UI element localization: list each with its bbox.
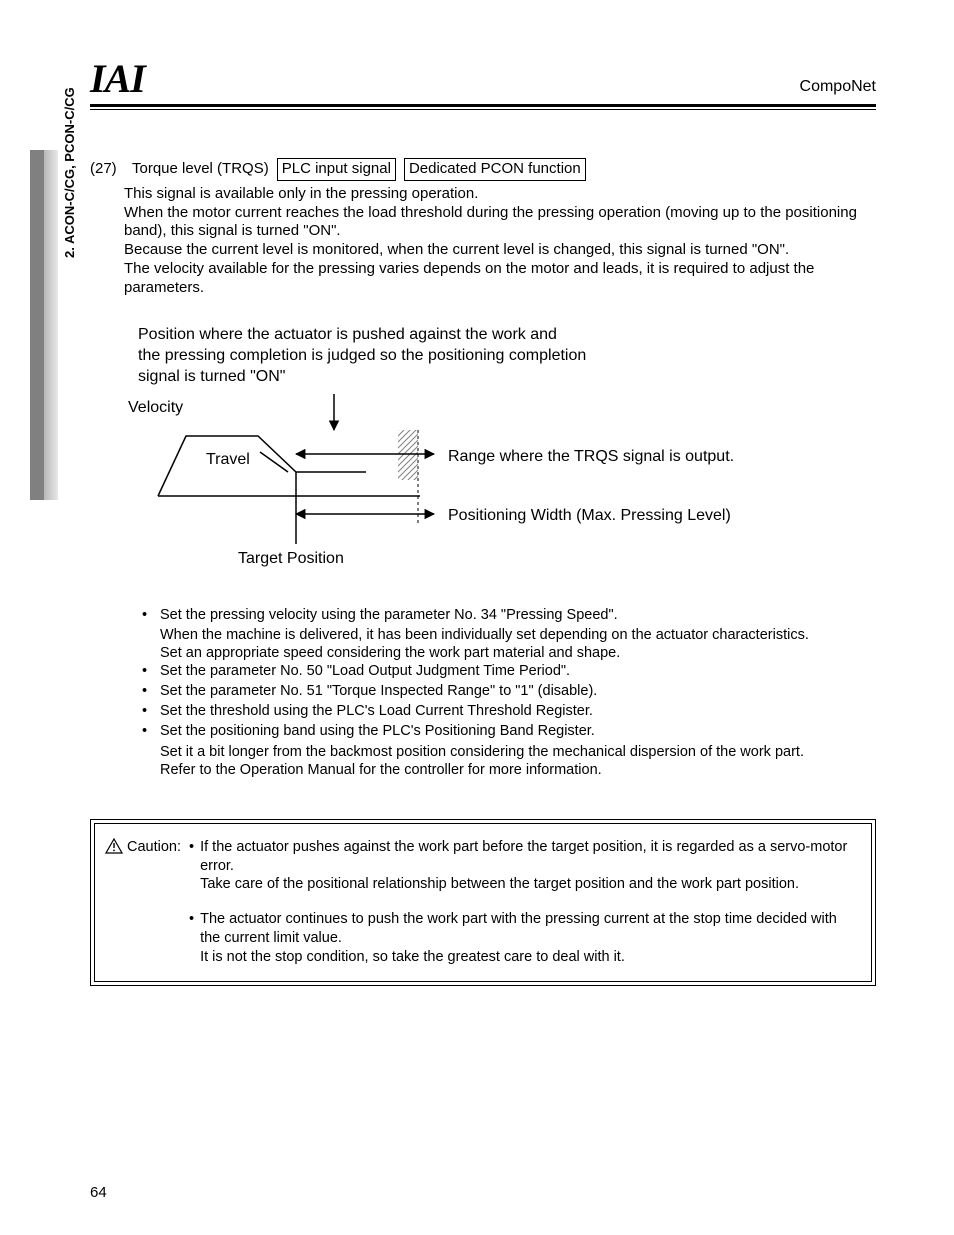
caution-item-continuation: Take care of the positional relationship… — [200, 875, 857, 894]
bullet-item: • Set the threshold using the PLC's Load … — [142, 702, 876, 720]
bullet-text: Set the parameter No. 50 "Load Output Ju… — [160, 662, 570, 680]
bullet-dot: • — [142, 722, 152, 740]
caution-text: Caution: — [127, 838, 181, 857]
bullet-dot: • — [189, 910, 194, 967]
header-rule-thick — [90, 104, 876, 107]
caution-item: •The actuator continues to push the work… — [189, 910, 857, 967]
header-product: CompoNet — [800, 78, 876, 102]
caution-label: Caution: — [105, 838, 181, 967]
bullet-dot: • — [189, 838, 194, 895]
caution-box: Caution: •If the actuator pushes against… — [90, 819, 876, 986]
bullet-dot: • — [142, 682, 152, 700]
page-number: 64 — [90, 1184, 107, 1201]
caution-inner: Caution: •If the actuator pushes against… — [94, 823, 872, 982]
bullet-continuation: Set it a bit longer from the backmost po… — [160, 743, 876, 761]
bullet-item: • Set the pressing velocity using the par… — [142, 606, 876, 624]
bullet-continuation: Set an appropriate speed considering the… — [160, 644, 876, 662]
diagram-caption: Position where the actuator is pushed ag… — [138, 325, 876, 387]
bullet-text: Set the positioning band using the PLC's… — [160, 722, 595, 740]
section-number: (27) — [90, 160, 124, 179]
logo: IAI — [90, 55, 145, 102]
bullet-item: • Set the parameter No. 50 "Load Output J… — [142, 662, 876, 680]
caution-items: •If the actuator pushes against the work… — [189, 838, 857, 967]
bullet-continuation: When the machine is delivered, it has be… — [160, 626, 876, 644]
section-paragraph: This signal is available only in the pre… — [124, 185, 876, 298]
velocity-diagram: Velocity Travel Range where the TRQS sig… — [128, 394, 876, 594]
caution-item-text: The actuator continues to push the work … — [200, 910, 857, 948]
warning-icon — [105, 838, 123, 854]
bullet-dot: • — [142, 606, 152, 624]
bullet-text: Set the parameter No. 51 "Torque Inspect… — [160, 682, 597, 700]
bullet-item: • Set the parameter No. 51 "Torque Inspec… — [142, 682, 876, 700]
caution-item-text: If the actuator pushes against the work … — [200, 838, 857, 876]
header-rule-thin — [90, 109, 876, 110]
bullet-list: • Set the pressing velocity using the par… — [142, 606, 876, 779]
tag-dedicated-pcon: Dedicated PCON function — [404, 158, 586, 181]
caution-item-body: If the actuator pushes against the work … — [200, 838, 857, 895]
bullet-item: • Set the positioning band using the PLC'… — [142, 722, 876, 740]
section-heading: (27) Torque level (TRQS) PLC input signa… — [90, 158, 876, 181]
caution-item-body: The actuator continues to push the work … — [200, 910, 857, 967]
bullet-text: Set the threshold using the PLC's Load C… — [160, 702, 593, 720]
caution-item-continuation: It is not the stop condition, so take th… — [200, 948, 857, 967]
diagram-svg — [128, 394, 828, 594]
bullet-dot: • — [142, 662, 152, 680]
page: IAI CompoNet (27) Torque level (TRQS) PL… — [0, 0, 954, 1235]
section-title: Torque level (TRQS) — [132, 160, 269, 179]
bullet-text: Set the pressing velocity using the para… — [160, 606, 618, 624]
caution-item: •If the actuator pushes against the work… — [189, 838, 857, 895]
page-header: IAI CompoNet — [90, 60, 876, 102]
body: (27) Torque level (TRQS) PLC input signa… — [90, 158, 876, 986]
tag-plc-input: PLC input signal — [277, 158, 396, 181]
bullet-continuation: Refer to the Operation Manual for the co… — [160, 761, 876, 779]
bullet-dot: • — [142, 702, 152, 720]
